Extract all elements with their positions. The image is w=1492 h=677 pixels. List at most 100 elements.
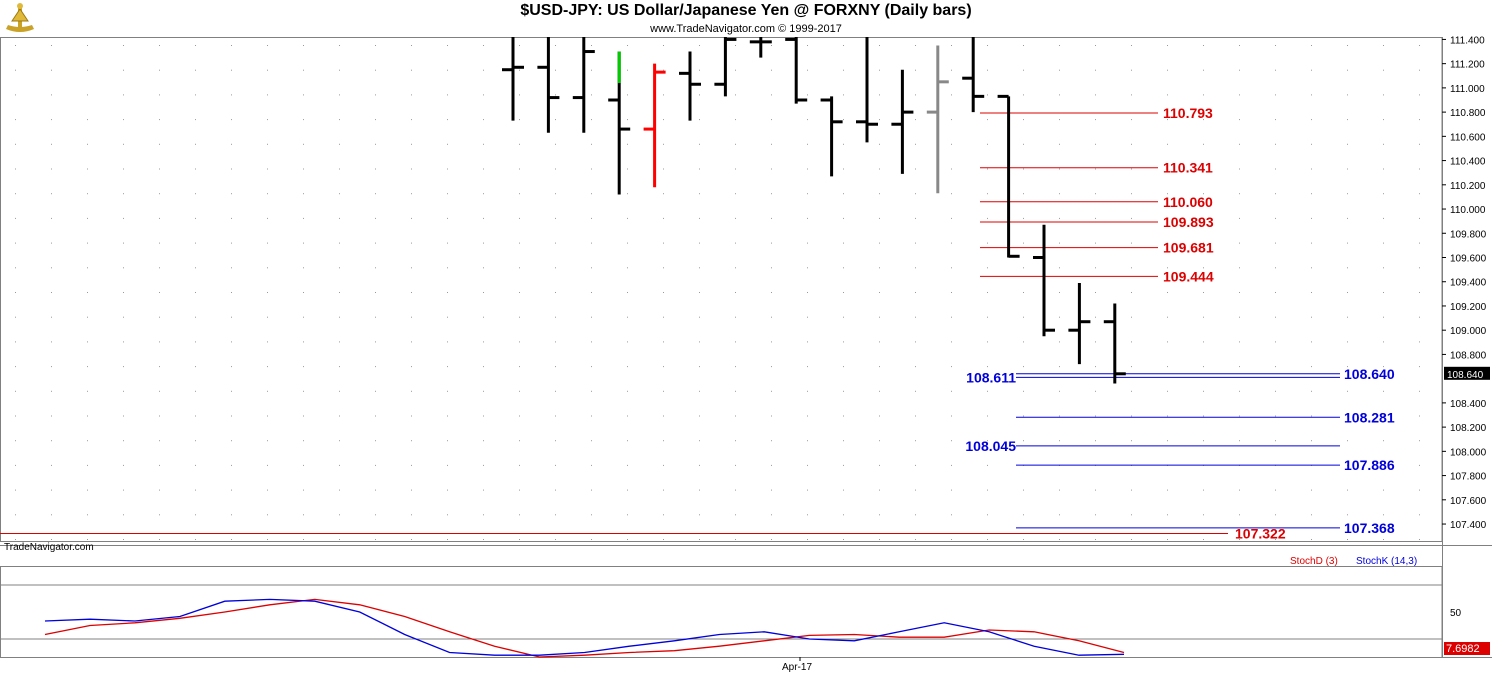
grid-dot: [231, 45, 232, 46]
stoch-d-line: [44, 598, 1125, 658]
grid-dot: [1167, 217, 1168, 219]
grid-dot: [339, 45, 340, 46]
grid-dot: [555, 292, 556, 293]
grid-dot: [375, 341, 376, 343]
grid-dot: [1275, 217, 1276, 219]
grid-dot: [1095, 45, 1096, 46]
grid-dot: [591, 267, 592, 269]
grid-dot: [735, 168, 736, 170]
grid-dot: [231, 514, 232, 516]
grid-dot: [591, 242, 592, 244]
grid-dot: [987, 415, 988, 417]
grid-dot: [1167, 119, 1168, 121]
grid-dot: [1239, 193, 1240, 195]
grid-dot: [267, 217, 268, 219]
grid-dot: [807, 292, 808, 293]
grid-dot: [1419, 514, 1420, 516]
grid-dot: [123, 366, 124, 368]
grid-dot: [591, 69, 592, 71]
grid-dot: [1275, 94, 1276, 96]
grid-dot: [1275, 45, 1276, 46]
grid-dot: [1131, 69, 1132, 71]
price-tick-label: 109.200: [1450, 302, 1487, 313]
grid-dot: [1131, 193, 1132, 195]
grid-dot: [267, 316, 268, 318]
stoch-k-line: [44, 598, 1125, 656]
grid-dot: [375, 464, 376, 466]
grid-dot: [195, 143, 196, 145]
grid-dot: [159, 69, 160, 71]
grid-dot: [951, 316, 952, 318]
grid-dot: [447, 464, 448, 466]
grid-dot: [195, 94, 196, 96]
grid-dot: [15, 440, 16, 442]
grid-dot: [1167, 341, 1168, 343]
grid-dot: [735, 292, 736, 293]
grid-dot: [1239, 267, 1240, 269]
grid-dot: [591, 193, 592, 195]
grid-dot: [663, 539, 664, 540]
grid-dot: [411, 69, 412, 71]
grid-dot: [339, 193, 340, 195]
grid-dot: [627, 366, 628, 368]
grid-dot: [87, 415, 88, 417]
grid-dot: [1419, 366, 1420, 368]
grid-dot: [519, 267, 520, 269]
grid-dot: [195, 168, 196, 170]
grid-dot: [1023, 143, 1024, 145]
grid-dot: [483, 267, 484, 269]
grid-dot: [339, 143, 340, 145]
grid-dot: [627, 514, 628, 516]
grid-dot: [1311, 242, 1312, 244]
grid-dot: [1167, 316, 1168, 318]
grid-dot: [987, 316, 988, 318]
grid-dot: [1131, 143, 1132, 145]
grid-dot: [663, 143, 664, 145]
grid-dot: [1239, 143, 1240, 145]
grid-dot: [1059, 514, 1060, 516]
grid-dot: [519, 94, 520, 96]
grid-dot: [51, 242, 52, 244]
grid-dot: [51, 514, 52, 516]
ohlc-bar: [502, 37, 524, 121]
grid-dot: [1275, 143, 1276, 145]
grid-dot: [1383, 539, 1384, 540]
grid-dot: [1203, 514, 1204, 516]
grid-dot: [51, 489, 52, 491]
grid-dot: [1383, 45, 1384, 46]
grid-dot: [159, 366, 160, 368]
grid-dot: [1239, 217, 1240, 219]
grid-dot: [771, 514, 772, 516]
grid-dot: [1347, 143, 1348, 145]
grid-dot: [555, 514, 556, 516]
grid-dot: [483, 440, 484, 442]
price-tick-label: 109.600: [1450, 254, 1487, 265]
grid-dot: [519, 464, 520, 466]
grid-dot: [1311, 390, 1312, 392]
grid-dot: [771, 94, 772, 96]
grid-dot: [915, 217, 916, 219]
grid-dot: [807, 316, 808, 318]
grid-dot: [87, 539, 88, 540]
grid-dot: [1383, 341, 1384, 343]
grid-dot: [1383, 193, 1384, 195]
grid-dot: [663, 94, 664, 96]
grid-dot: [1275, 366, 1276, 368]
grid-dot: [1383, 168, 1384, 170]
grid-dot: [879, 440, 880, 442]
price-tick-label: 111.200: [1450, 60, 1485, 71]
grid-dot: [159, 242, 160, 244]
ohlc-bar: [1103, 303, 1126, 384]
grid-dot: [1239, 341, 1240, 343]
grid-dot: [843, 440, 844, 442]
grid-dot: [1095, 366, 1096, 368]
grid-dot: [987, 514, 988, 516]
grid-dot: [663, 489, 664, 491]
grid-dot: [375, 143, 376, 145]
grid-dot: [807, 440, 808, 442]
grid-dot: [951, 217, 952, 219]
grid-dot: [591, 143, 592, 145]
grid-dot: [1203, 366, 1204, 368]
grid-dot: [807, 464, 808, 466]
grid-dot: [915, 119, 916, 121]
